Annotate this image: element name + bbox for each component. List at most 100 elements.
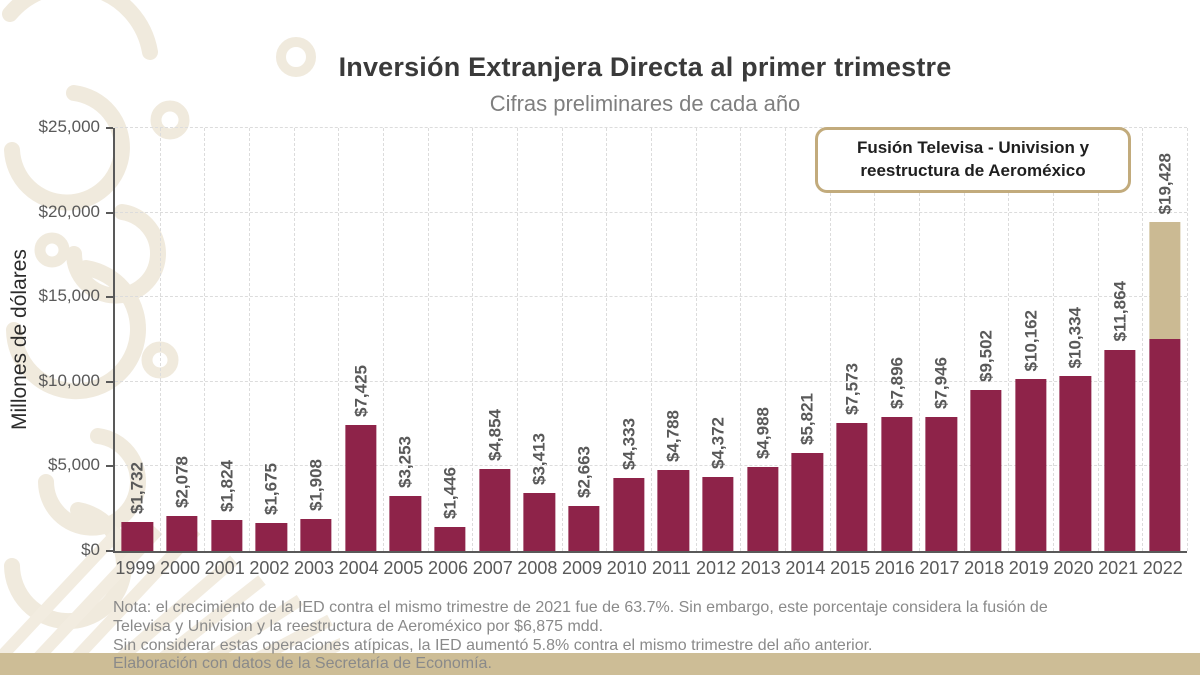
bar-value-label-2021: $11,864 bbox=[1110, 281, 1130, 342]
bar-value-label-2008: $3,413 bbox=[529, 433, 549, 485]
gridline-vertical bbox=[1008, 128, 1010, 551]
bar-2018 bbox=[970, 390, 1002, 551]
bar-2022 bbox=[1149, 339, 1181, 551]
y-tick-mark bbox=[106, 296, 113, 299]
gridlines bbox=[115, 127, 1188, 551]
bar-value-label-1999: $1,732 bbox=[127, 462, 147, 514]
bar-group-2022: $19,428 bbox=[1142, 128, 1187, 551]
gridline-vertical bbox=[1187, 128, 1188, 551]
bar-value-label-2007: $4,854 bbox=[485, 409, 505, 461]
gridline-vertical bbox=[1097, 128, 1099, 551]
gridline-vertical bbox=[561, 128, 563, 551]
x-axis-label-2014: 2014 bbox=[785, 558, 826, 578]
legend-callout-box: Fusión Televisa - Univision y reestructu… bbox=[815, 127, 1131, 193]
footnote-line-2: Televisa y Univision y la reestructura d… bbox=[113, 618, 604, 636]
bar-value-label-2018: $9,502 bbox=[976, 330, 996, 382]
gridline-vertical bbox=[427, 128, 429, 551]
bar-value-label-2019: $10,162 bbox=[1021, 309, 1041, 371]
bar-group-2017: $7,946 bbox=[919, 128, 964, 551]
x-axis-label-2022: 2022 bbox=[1142, 558, 1183, 578]
bar-value-label-2004: $7,425 bbox=[351, 365, 371, 417]
gridline-vertical bbox=[874, 128, 876, 551]
y-tick-mark bbox=[106, 465, 113, 468]
gridline-vertical bbox=[963, 128, 965, 551]
y-tick-label: $20,000 bbox=[38, 201, 100, 221]
bar-group-2021: $11,864 bbox=[1098, 128, 1143, 551]
gridline-vertical bbox=[606, 128, 608, 551]
gridline-vertical bbox=[472, 128, 474, 551]
bar-value-label-2011: $4,788 bbox=[663, 410, 683, 462]
bar-value-label-2005: $3,253 bbox=[395, 436, 415, 488]
bar-2017 bbox=[925, 417, 958, 551]
x-axis-label-2015: 2015 bbox=[830, 558, 871, 578]
x-axis-label-2004: 2004 bbox=[338, 558, 379, 578]
bar-group-2006: $1,446 bbox=[428, 128, 473, 551]
bar-value-label-2013: $4,988 bbox=[753, 407, 773, 459]
bar-2012 bbox=[702, 477, 734, 551]
bar-2008 bbox=[523, 493, 556, 551]
y-tick-mark bbox=[106, 127, 113, 129]
bar-2014 bbox=[791, 453, 824, 551]
bar-2001 bbox=[211, 520, 243, 551]
gridline-vertical bbox=[695, 128, 697, 551]
bar-group-2016: $7,896 bbox=[874, 128, 919, 551]
bar-group-2012: $4,372 bbox=[696, 128, 741, 551]
x-axis-label-2003: 2003 bbox=[294, 558, 335, 578]
x-axis-label-2020: 2020 bbox=[1053, 558, 1094, 578]
page-subtitle: Cifras preliminares de cada año bbox=[489, 91, 801, 116]
y-tick-label: $25,000 bbox=[38, 117, 100, 136]
bar-2000 bbox=[166, 516, 198, 551]
y-tick-label: $0 bbox=[81, 540, 100, 559]
x-axis-label-2006: 2006 bbox=[428, 558, 469, 578]
bar-value-label-2001: $1,824 bbox=[217, 460, 237, 512]
bars: $1,732 $2,078 $1,824 $1,675 $1,908 $7,425 $3,2… bbox=[115, 128, 1187, 551]
bar-2004 bbox=[345, 425, 377, 551]
bar-value-label-2002: $1,675 bbox=[261, 463, 281, 515]
source-attribution: Elaboración con datos de la Secretaría d… bbox=[113, 655, 492, 672]
gridline-vertical bbox=[919, 128, 920, 551]
x-axis-label-2002: 2002 bbox=[249, 558, 290, 578]
bar-group-2004: $7,425 bbox=[338, 128, 383, 551]
footnote-line-3: Sin considerar estas operaciones atípica… bbox=[113, 637, 873, 655]
gridline-vertical bbox=[785, 128, 786, 551]
x-axis-label-1999: 1999 bbox=[115, 558, 156, 578]
bar-group-2020: $10,334 bbox=[1053, 128, 1098, 551]
bar-2020 bbox=[1059, 376, 1092, 551]
bar-value-label-2003: $1,908 bbox=[306, 459, 326, 511]
bar-2016 bbox=[881, 417, 913, 551]
x-axis-label-2018: 2018 bbox=[964, 558, 1005, 578]
bar-value-label-2020: $10,334 bbox=[1065, 306, 1085, 368]
x-axis-label-2005: 2005 bbox=[383, 558, 424, 578]
bar-value-label-2016: $7,896 bbox=[887, 357, 907, 409]
y-axis-title: Millones de dólares bbox=[8, 249, 31, 430]
bar-group-2011: $4,788 bbox=[651, 128, 696, 551]
x-axis-label-2000: 2000 bbox=[159, 558, 201, 578]
bar-group-2000: $2,078 bbox=[160, 128, 205, 551]
footnote-line-1: Nota: el crecimiento de la IED contra el… bbox=[113, 599, 1048, 616]
gridline-vertical bbox=[293, 128, 295, 551]
gridline-vertical bbox=[204, 128, 206, 551]
bar-value-label-2010: $4,333 bbox=[619, 418, 639, 470]
gridline-vertical bbox=[338, 128, 340, 551]
bar-2019 bbox=[1015, 379, 1047, 551]
y-tick-label: $5,000 bbox=[48, 455, 100, 475]
gridline-vertical bbox=[383, 128, 384, 551]
x-axis-label-2011: 2011 bbox=[652, 558, 691, 578]
bar-group-2003: $1,908 bbox=[294, 128, 339, 551]
bar-group-2018: $9,502 bbox=[964, 128, 1009, 551]
gridline-vertical bbox=[1142, 128, 1144, 551]
bar-2015 bbox=[836, 423, 868, 551]
bar-2013 bbox=[747, 467, 779, 551]
x-axis-label-2012: 2012 bbox=[696, 558, 737, 578]
chart-plot-area: $1,732 $2,078 $1,824 $1,675 $1,908 $7,425 $3,2… bbox=[113, 127, 1188, 553]
x-axis-label-2001: 2001 bbox=[204, 558, 245, 578]
x-axis-label-2019: 2019 bbox=[1008, 558, 1049, 578]
bar-2003 bbox=[300, 519, 332, 551]
bar-group-2014: $5,821 bbox=[785, 128, 830, 551]
bar-2006 bbox=[434, 527, 466, 551]
x-axis-label-2008: 2008 bbox=[517, 558, 558, 578]
x-axis-label-2009: 2009 bbox=[562, 558, 603, 578]
x-axis-label-2013: 2013 bbox=[740, 558, 781, 578]
bar-value-label-2000: $2,078 bbox=[172, 456, 192, 508]
bar-group-2001: $1,824 bbox=[204, 128, 249, 551]
